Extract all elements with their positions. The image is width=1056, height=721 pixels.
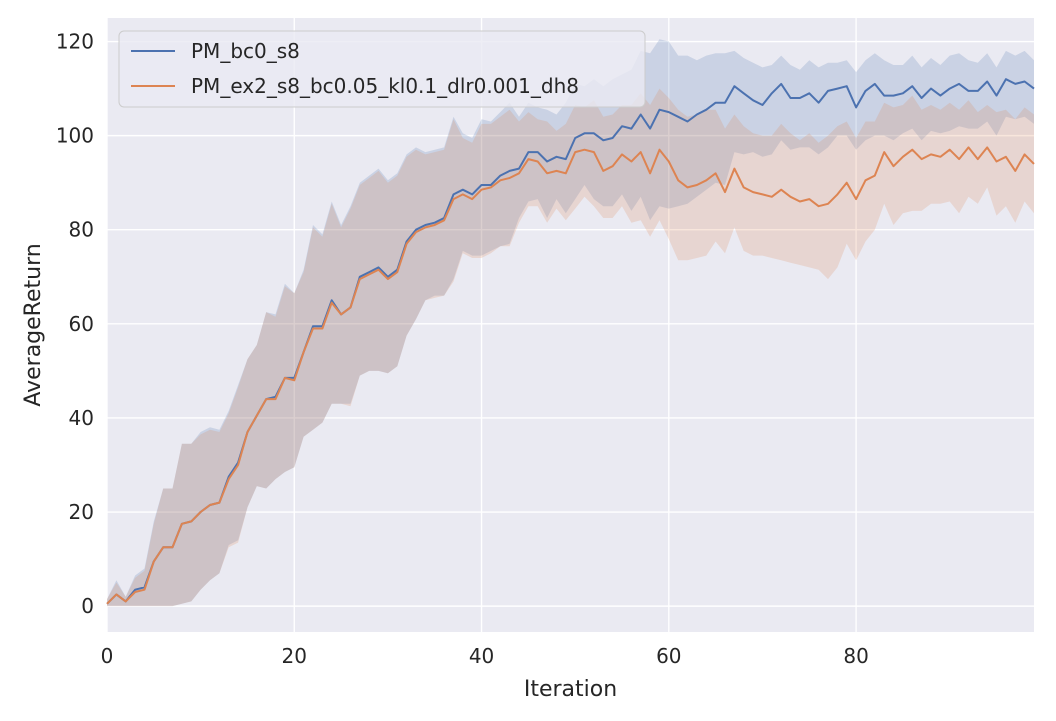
x-tick-label: 80 <box>843 644 868 668</box>
series-2-band <box>107 88 1034 607</box>
legend-entry-label: PM_bc0_s8 <box>191 39 300 63</box>
y-tick-label: 60 <box>69 312 94 336</box>
tick-labels: 0 20 40 60 80 0 20 40 60 80 100 120 <box>56 30 869 668</box>
legend-box <box>118 30 646 108</box>
y-tick-label: 0 <box>81 594 94 618</box>
legend-entry-label: PM_ex2_s8_bc0.05_kl0.1_dlr0.001_dh8 <box>191 74 579 98</box>
x-tick-label: 20 <box>282 644 307 668</box>
legend: PM_bc0_s8 PM_ex2_s8_bc0.05_kl0.1_dlr0.001… <box>118 30 646 108</box>
y-tick-label: 20 <box>69 500 94 524</box>
y-tick-label: 120 <box>56 30 94 54</box>
series-2-line <box>106 146 1035 605</box>
series-lines <box>106 78 1035 605</box>
x-tick-label: 0 <box>101 644 114 668</box>
y-tick-label: 80 <box>69 218 94 242</box>
y-tick-label: 100 <box>56 124 94 148</box>
grid <box>106 18 1034 632</box>
y-tick-label: 40 <box>69 406 94 430</box>
x-tick-label: 60 <box>656 644 681 668</box>
x-axis-label: Iteration <box>524 677 617 702</box>
y-axis-label: AverageReturn <box>21 243 46 406</box>
plot-background <box>107 18 1034 632</box>
x-tick-label: 40 <box>469 644 494 668</box>
